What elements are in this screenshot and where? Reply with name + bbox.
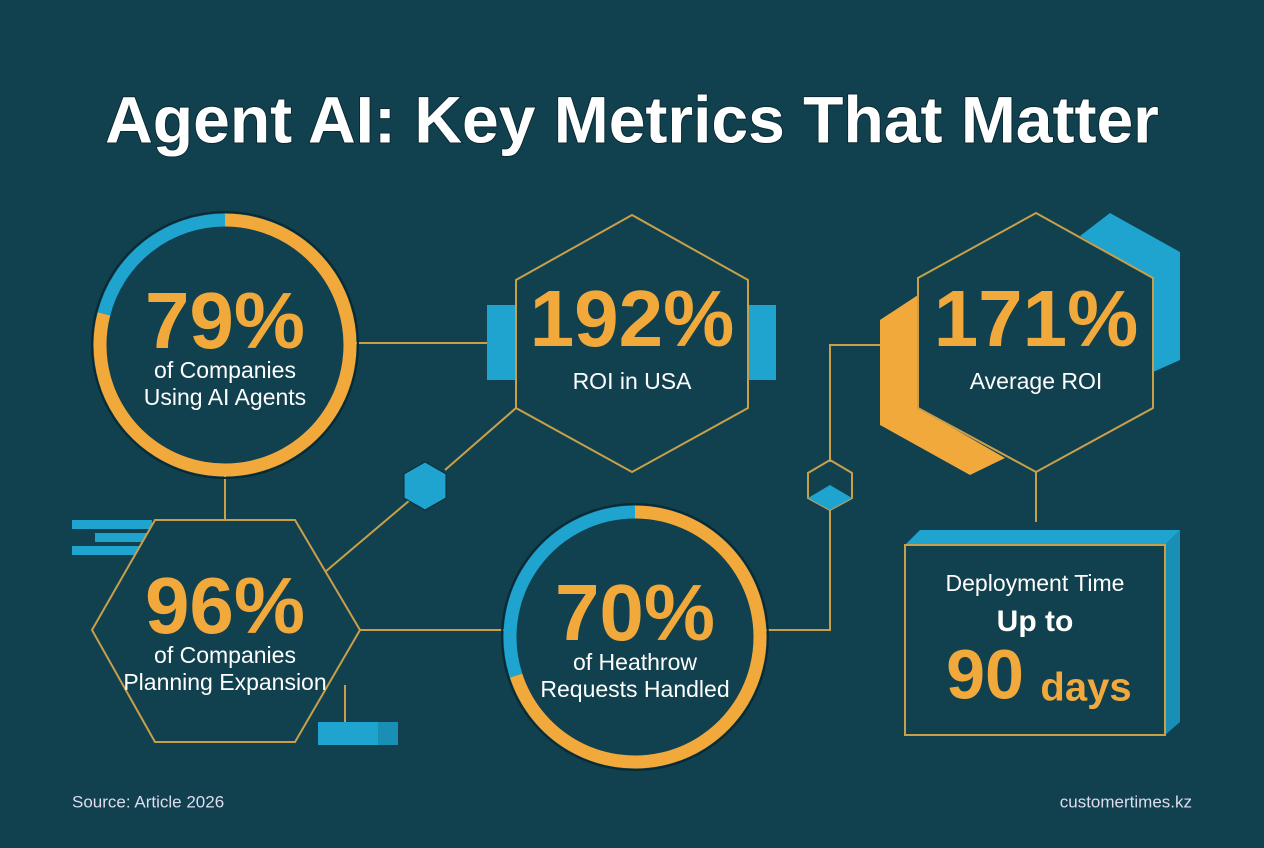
deploy-number: 90 (946, 635, 1024, 713)
ring-value (509, 505, 767, 769)
metric-caption: Requests Handled (540, 676, 729, 702)
ring-bg (91, 211, 359, 479)
site: customertimes.kz (1060, 792, 1192, 811)
ring-rest (97, 213, 226, 316)
metric-caption: ROI in USA (573, 368, 693, 394)
ring-rest (503, 505, 636, 678)
ring-value (93, 213, 357, 477)
connectors (224, 342, 1037, 725)
ring-bg (501, 503, 769, 771)
metric-caption: of Heathrow (573, 649, 697, 675)
title: Agent AI: Key Metrics That Matter (105, 82, 1159, 156)
metric-caption: Planning Expansion (123, 669, 326, 695)
deploy-prefix: Up to (997, 605, 1074, 638)
metric-caption: Average ROI (970, 368, 1103, 394)
deploy-unit: days (1040, 666, 1131, 710)
metric-value: 70% (555, 568, 715, 657)
metric-value: 192% (530, 274, 735, 363)
metric-value: 171% (934, 274, 1139, 363)
decorations (72, 211, 1180, 745)
metric-value: 96% (145, 561, 305, 650)
metric-caption: of Companies (154, 357, 296, 383)
metric-caption: of Companies (154, 642, 296, 668)
source: Source: Article 2026 (72, 792, 224, 811)
metric-caption: Using AI Agents (144, 384, 306, 410)
metric-value: 79% (145, 276, 305, 365)
deploy-heading: Deployment Time (946, 570, 1125, 596)
